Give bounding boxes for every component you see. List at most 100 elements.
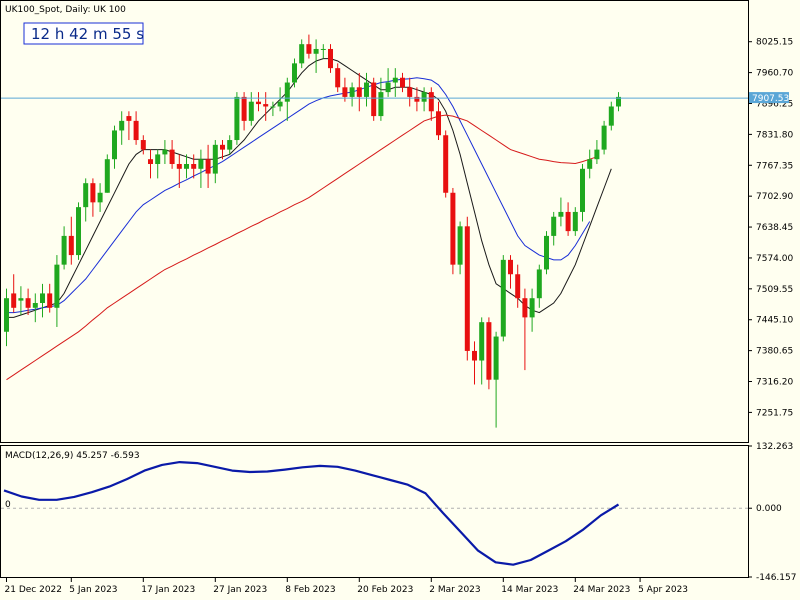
bull-candle[interactable] [76, 202, 81, 260]
bear-candle[interactable] [508, 255, 513, 289]
bull-candle[interactable] [479, 317, 485, 385]
bear-candle[interactable] [306, 34, 312, 59]
bear-candle[interactable] [176, 154, 182, 188]
bull-candle[interactable] [97, 183, 103, 212]
bull-candle[interactable] [277, 87, 283, 112]
bull-candle[interactable] [616, 92, 621, 112]
bear-candle[interactable] [169, 140, 175, 169]
bear-candle[interactable] [191, 154, 197, 179]
price-axis[interactable]: 8025.15 7960.70 7896.25 7831.80 7767.35 7702.… [748, 38, 793, 419]
bull-candle[interactable] [155, 149, 161, 179]
bull-candle[interactable] [421, 87, 427, 112]
bear-candle[interactable] [515, 264, 521, 308]
time-tick-label: 27 Jan 2023 [213, 585, 267, 595]
bear-candle[interactable] [90, 178, 96, 217]
bear-candle[interactable] [126, 111, 132, 141]
bear-candle[interactable] [428, 87, 434, 121]
bull-candle[interactable] [40, 283, 45, 318]
bear-candle[interactable] [256, 92, 261, 112]
bull-candle[interactable] [558, 197, 564, 227]
bear-candle[interactable] [68, 216, 74, 265]
bull-candle[interactable] [54, 255, 60, 327]
bear-candle[interactable] [148, 149, 153, 179]
bear-candle[interactable] [263, 92, 269, 121]
bull-candle[interactable] [162, 140, 168, 165]
bull-candle[interactable] [320, 44, 326, 59]
bull-candle[interactable] [299, 39, 305, 69]
bull-candle[interactable] [364, 72, 369, 107]
bull-candle[interactable] [112, 125, 117, 169]
bull-candle[interactable] [536, 264, 542, 308]
candles[interactable] [4, 34, 621, 428]
bear-candle[interactable] [205, 144, 211, 188]
bear-candle[interactable] [356, 72, 362, 112]
bear-candle[interactable] [335, 63, 341, 93]
symbol-label: UK100_Spot, Daily: UK 100 [5, 5, 126, 15]
bear-candle[interactable] [11, 274, 17, 313]
bull-candle[interactable] [184, 154, 189, 179]
candle-body [176, 164, 182, 169]
candle-body [40, 293, 45, 304]
bull-candle[interactable] [544, 231, 549, 275]
bull-candle[interactable] [18, 286, 24, 315]
bull-candle[interactable] [32, 293, 38, 323]
bull-candle[interactable] [270, 101, 276, 117]
bear-candle[interactable] [450, 187, 456, 275]
bull-candle[interactable] [119, 111, 125, 145]
bull-candle[interactable] [392, 68, 398, 97]
bull-candle[interactable] [104, 154, 110, 193]
bear-candle[interactable] [407, 77, 413, 107]
bull-candle[interactable] [61, 226, 67, 270]
bull-candle[interactable] [587, 149, 593, 179]
time-axis[interactable]: 21 Dec 2022 5 Jan 2023 17 Jan 2023 27 Jan 2… [5, 577, 689, 595]
bull-candle[interactable] [227, 135, 233, 155]
bull-candle[interactable] [248, 92, 254, 126]
bull-candle[interactable] [608, 101, 614, 131]
bear-candle[interactable] [464, 216, 470, 361]
bull-candle[interactable] [457, 221, 463, 275]
bear-candle[interactable] [47, 283, 53, 313]
bear-candle[interactable] [220, 140, 225, 160]
bull-candle[interactable] [493, 331, 499, 428]
candle-body [320, 48, 326, 50]
bear-candle[interactable] [472, 341, 477, 385]
bear-candle[interactable] [522, 288, 528, 371]
bull-candle[interactable] [198, 149, 204, 188]
bear-candle[interactable] [328, 44, 333, 73]
bear-candle[interactable] [133, 111, 139, 145]
bull-candle[interactable] [378, 77, 384, 121]
bear-candle[interactable] [25, 288, 31, 315]
bull-candle[interactable] [284, 77, 290, 121]
bear-candle[interactable] [436, 101, 441, 141]
bear-candle[interactable] [443, 130, 449, 198]
bull-candle[interactable] [551, 211, 557, 246]
candle-body [443, 135, 449, 193]
bull-candle[interactable] [212, 140, 218, 184]
bear-candle[interactable] [565, 202, 571, 236]
time-tick-label: 21 Dec 2022 [5, 585, 63, 595]
bull-candle[interactable] [234, 92, 240, 145]
bear-candle[interactable] [371, 77, 377, 121]
bull-candle[interactable] [572, 207, 578, 236]
bull-candle[interactable] [529, 288, 535, 332]
bull-candle[interactable] [385, 68, 391, 97]
candle-body [104, 159, 110, 193]
bull-candle[interactable] [594, 140, 600, 165]
bull-candle[interactable] [4, 288, 9, 347]
bull-candle[interactable] [601, 120, 607, 155]
macd-axis[interactable]: 132.263 0.000 -146.157 [748, 442, 796, 583]
bear-candle[interactable] [486, 317, 492, 390]
bear-candle[interactable] [414, 87, 420, 112]
bear-candle[interactable] [400, 72, 405, 93]
bull-candle[interactable] [83, 178, 89, 222]
bull-candle[interactable] [580, 164, 585, 222]
bull-candle[interactable] [349, 82, 355, 107]
bull-candle[interactable] [292, 58, 297, 88]
bull-candle[interactable] [313, 39, 319, 73]
price-tick-label: 7896.25 [756, 99, 793, 109]
bull-candle[interactable] [500, 255, 506, 342]
candle-body [54, 264, 60, 308]
bear-candle[interactable] [140, 135, 146, 155]
